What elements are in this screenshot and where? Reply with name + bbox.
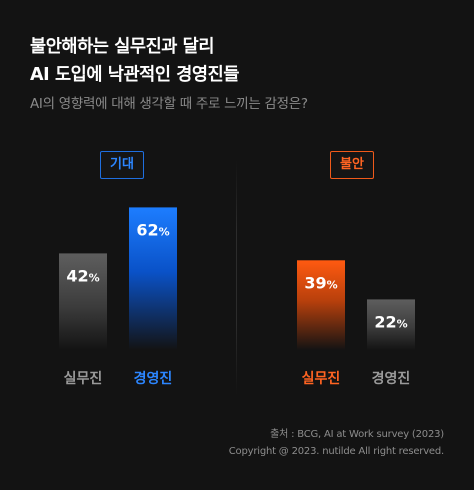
bar-expectation-executives	[129, 207, 177, 350]
title-line-1: 불안해하는 실무진과 달리	[30, 37, 215, 57]
group-divider	[236, 160, 237, 395]
value-label-anxiety-staff: 39%	[304, 273, 337, 292]
chart-subtitle: AI의 영향력에 대해 생각할 때 주로 느끼는 감정은?	[30, 96, 308, 112]
value-label-anxiety-executives: 22%	[374, 312, 407, 331]
copyright-line: Copyright @ 2023. nutilde All right rese…	[228, 446, 444, 457]
group-badge-anxiety: 불안	[330, 151, 374, 179]
category-label-anxiety-staff: 실무진	[302, 370, 341, 387]
bar-expectation-staff	[59, 253, 107, 350]
source-note: 출처 : BCG, AI at Work survey (2023) Copyr…	[229, 426, 444, 460]
value-label-expectation-executives: 62%	[136, 220, 169, 239]
chart-title: 불안해하는 실무진과 달리 AI 도입에 낙관적인 경영진들	[30, 33, 239, 89]
source-line: 출처 : BCG, AI at Work survey (2023)	[270, 429, 444, 440]
category-label-expectation-executives: 경영진	[134, 370, 173, 387]
group-badge-expectation: 기대	[100, 151, 144, 179]
bar-anxiety-staff	[297, 260, 345, 350]
title-line-2: AI 도입에 낙관적인 경영진들	[30, 65, 240, 85]
bar-anxiety-executives	[367, 299, 415, 350]
value-label-expectation-staff: 42%	[66, 266, 99, 285]
category-label-anxiety-executives: 경영진	[372, 370, 411, 387]
category-label-expectation-staff: 실무진	[64, 370, 103, 387]
